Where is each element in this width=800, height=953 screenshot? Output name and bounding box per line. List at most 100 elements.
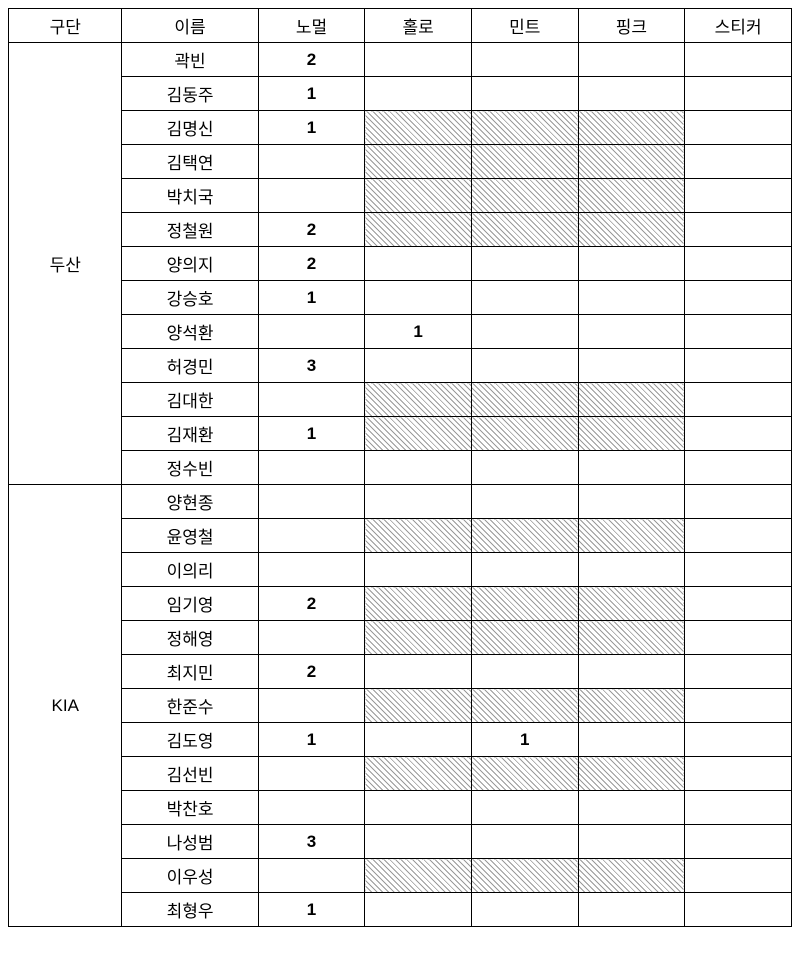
table-body: 두산곽빈2김동주1김명신1김택연박치국정철원2양의지2강승호1양석환1허경민3김…	[9, 43, 792, 927]
table-row: KIA양현종	[9, 485, 792, 519]
mint-cell	[471, 43, 578, 77]
col-mint: 민트	[471, 9, 578, 43]
sticker-cell	[685, 825, 792, 859]
table-row: 허경민3	[9, 349, 792, 383]
sticker-cell	[685, 689, 792, 723]
col-name: 이름	[122, 9, 258, 43]
name-cell: 박치국	[122, 179, 258, 213]
table-row: 김동주1	[9, 77, 792, 111]
sticker-cell	[685, 451, 792, 485]
name-cell: 윤영철	[122, 519, 258, 553]
pink-cell	[578, 281, 685, 315]
mint-cell	[471, 111, 578, 145]
normal-cell: 2	[258, 43, 365, 77]
mint-cell	[471, 247, 578, 281]
holo-cell	[365, 893, 472, 927]
holo-cell	[365, 723, 472, 757]
holo-cell	[365, 519, 472, 553]
sticker-cell	[685, 315, 792, 349]
sticker-cell	[685, 417, 792, 451]
sticker-cell	[685, 587, 792, 621]
sticker-cell	[685, 893, 792, 927]
table-row: 최형우1	[9, 893, 792, 927]
table-row: 정철원2	[9, 213, 792, 247]
table-row: 두산곽빈2	[9, 43, 792, 77]
mint-cell	[471, 519, 578, 553]
holo-cell	[365, 859, 472, 893]
pink-cell	[578, 621, 685, 655]
sticker-cell	[685, 145, 792, 179]
pink-cell	[578, 757, 685, 791]
name-cell: 최형우	[122, 893, 258, 927]
normal-cell	[258, 519, 365, 553]
name-cell: 이우성	[122, 859, 258, 893]
holo-cell	[365, 417, 472, 451]
name-cell: 정수빈	[122, 451, 258, 485]
normal-cell: 3	[258, 825, 365, 859]
mint-cell	[471, 825, 578, 859]
normal-cell	[258, 383, 365, 417]
normal-cell: 1	[258, 723, 365, 757]
pink-cell	[578, 587, 685, 621]
table-row: 정수빈	[9, 451, 792, 485]
mint-cell	[471, 893, 578, 927]
table-row: 김선빈	[9, 757, 792, 791]
holo-cell	[365, 349, 472, 383]
holo-cell	[365, 43, 472, 77]
holo-cell	[365, 451, 472, 485]
mint-cell	[471, 621, 578, 655]
sticker-cell	[685, 213, 792, 247]
normal-cell	[258, 757, 365, 791]
table-row: 김대한	[9, 383, 792, 417]
sticker-cell	[685, 519, 792, 553]
normal-cell	[258, 621, 365, 655]
mint-cell	[471, 485, 578, 519]
pink-cell	[578, 893, 685, 927]
mint-cell	[471, 553, 578, 587]
table-row: 이우성	[9, 859, 792, 893]
holo-cell	[365, 553, 472, 587]
mint-cell	[471, 315, 578, 349]
name-cell: 한준수	[122, 689, 258, 723]
pink-cell	[578, 315, 685, 349]
name-cell: 양석환	[122, 315, 258, 349]
pink-cell	[578, 77, 685, 111]
pink-cell	[578, 247, 685, 281]
normal-cell: 1	[258, 77, 365, 111]
pink-cell	[578, 791, 685, 825]
pink-cell	[578, 349, 685, 383]
name-cell: 박찬호	[122, 791, 258, 825]
pink-cell	[578, 179, 685, 213]
holo-cell	[365, 485, 472, 519]
sticker-cell	[685, 723, 792, 757]
table-row: 임기영2	[9, 587, 792, 621]
table-row: 김택연	[9, 145, 792, 179]
mint-cell	[471, 757, 578, 791]
mint-cell	[471, 689, 578, 723]
holo-cell	[365, 213, 472, 247]
holo-cell	[365, 587, 472, 621]
normal-cell	[258, 791, 365, 825]
holo-cell: 1	[365, 315, 472, 349]
normal-cell	[258, 451, 365, 485]
table-row: 양의지2	[9, 247, 792, 281]
normal-cell	[258, 485, 365, 519]
pink-cell	[578, 553, 685, 587]
holo-cell	[365, 247, 472, 281]
table-row: 박찬호	[9, 791, 792, 825]
sticker-cell	[685, 791, 792, 825]
sticker-cell	[685, 43, 792, 77]
sticker-cell	[685, 655, 792, 689]
pink-cell	[578, 485, 685, 519]
normal-cell	[258, 315, 365, 349]
holo-cell	[365, 825, 472, 859]
sticker-cell	[685, 859, 792, 893]
mint-cell	[471, 77, 578, 111]
normal-cell	[258, 553, 365, 587]
sticker-cell	[685, 77, 792, 111]
card-inventory-table: 구단 이름 노멀 홀로 민트 핑크 스티커 두산곽빈2김동주1김명신1김택연박치…	[8, 8, 792, 927]
pink-cell	[578, 519, 685, 553]
mint-cell	[471, 417, 578, 451]
holo-cell	[365, 281, 472, 315]
table-row: 강승호1	[9, 281, 792, 315]
